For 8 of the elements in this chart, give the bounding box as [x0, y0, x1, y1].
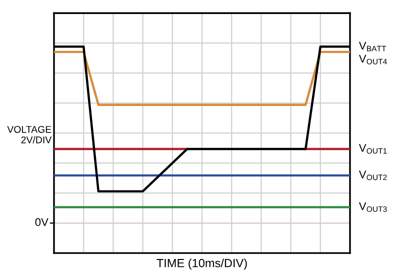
y-axis-title: VOLTAGE 2V/DIV [7, 126, 52, 144]
series-label: V$_{BATT}$ [358, 42, 386, 52]
ref-line-label: 0V [35, 218, 48, 226]
series-label: V$_{OUT3}$ [358, 202, 387, 212]
series-label: V$_{OUT2}$ [358, 170, 387, 180]
series-label: V$_{OUT1}$ [358, 144, 387, 154]
series-label: V$_{OUT4}$ [358, 54, 387, 64]
x-axis-title: TIME (10ms/DIV) [156, 258, 247, 270]
